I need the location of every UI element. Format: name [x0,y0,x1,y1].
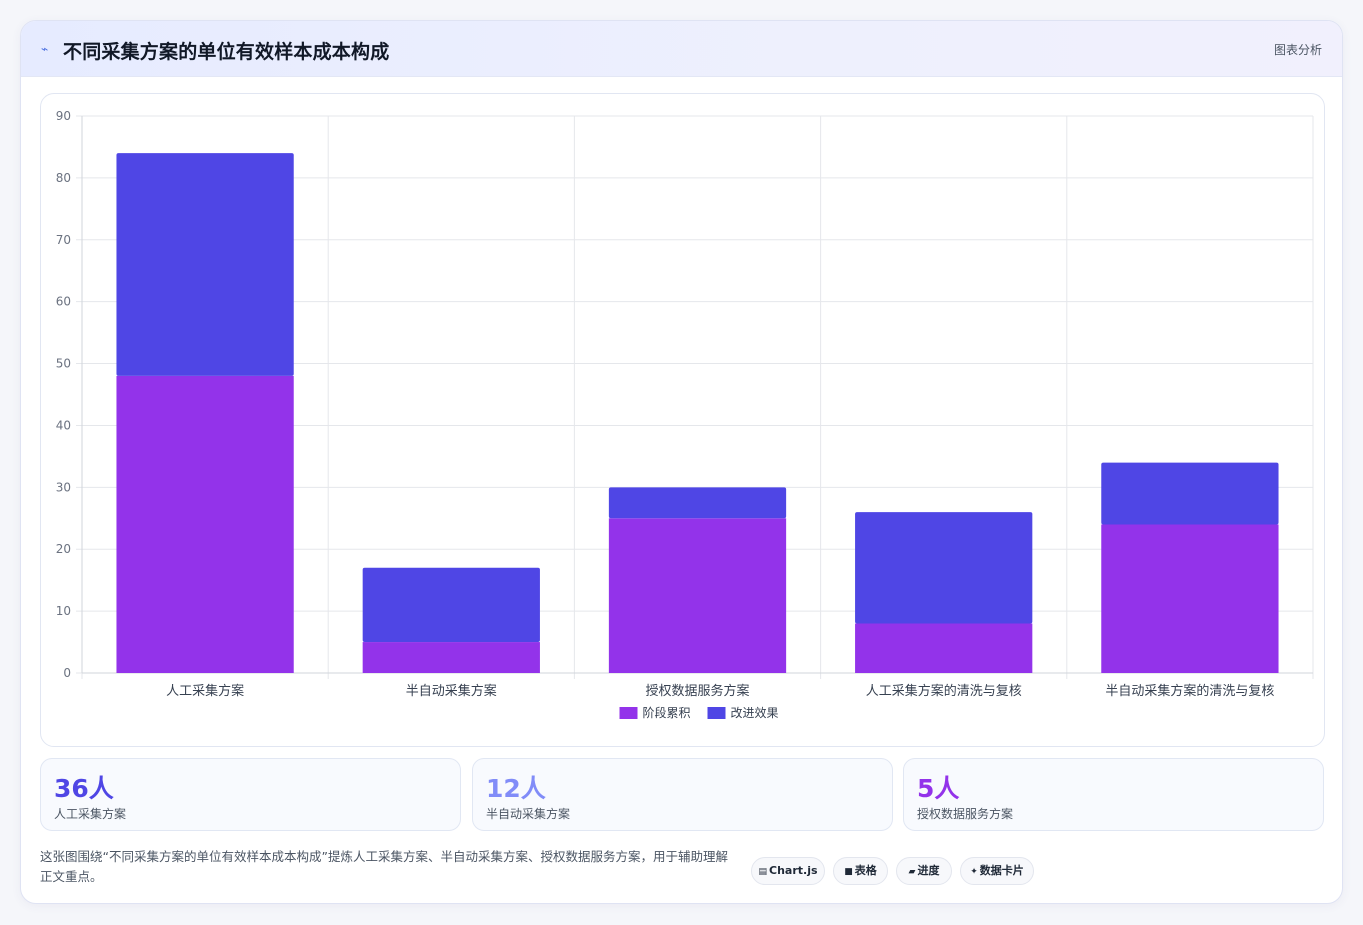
y-tick-label: 60 [56,295,71,309]
y-tick-label: 10 [56,604,71,618]
stat-cards: 36人 人工采集方案 12人 半自动采集方案 5人 授权数据服务方案 [40,758,1325,831]
stat-card: 12人 半自动采集方案 [472,758,893,831]
y-tick-label: 50 [56,357,71,371]
x-tick-label: 人工采集方案的清洗与复核 [866,683,1022,699]
legend-swatch [707,707,726,719]
bar [608,518,787,673]
stat-card: 36人 人工采集方案 [40,758,461,831]
bar [855,512,1033,624]
bar [1101,524,1279,673]
bar [116,153,294,376]
bar [116,375,294,673]
bar-chart: 0 10 20 30 40 50 60 70 80 90 人工采集方案 半自动采集方案 授权数据服务方案… [56,109,1314,720]
page-title: 不同采集方案的单位有效样本成本构成 [63,41,390,63]
y-tick-label: 30 [56,480,71,494]
stat-label: 半自动采集方案 [486,807,571,821]
chip-label: Chart.js [769,864,818,877]
stat-value: 12人 [486,774,546,803]
header-tag[interactable]: 图表分析 [1273,43,1322,57]
legend-label: 阶段累积 [643,705,691,720]
y-tick-label: 70 [56,233,71,247]
chip-label: 进度 [917,864,940,877]
chip-data-card[interactable]: ✦ 数据卡片 [960,857,1034,885]
sparkline-icon: ⌁ [41,42,49,56]
chip-chartjs[interactable]: ▤ Chart.js [751,857,825,885]
y-tick-label: 40 [56,418,71,432]
stat-card: 5人 授权数据服务方案 [903,758,1324,831]
stat-label: 人工采集方案 [54,807,127,821]
stat-label: 授权数据服务方案 [917,807,1014,821]
chip-label: 表格 [854,864,877,877]
table-icon: ■ [844,867,853,877]
legend-label: 改进效果 [731,705,779,720]
x-tick-label: 半自动采集方案 [406,683,497,699]
legend-swatch [619,707,638,719]
chart-icon: ▤ [758,867,767,877]
bar [362,642,540,673]
y-tick-label: 0 [63,666,71,680]
bar [855,623,1033,673]
progress-icon: ▰ [908,867,916,877]
x-tick-label: 人工采集方案 [166,683,244,699]
y-tick-label: 90 [56,109,71,123]
chart-note: 这张图围绕“不同采集方案的单位有效样本成本构成”提炼人工采集方案、半自动采集方案… [40,849,728,884]
stat-value: 36人 [54,774,114,803]
y-tick-label: 80 [56,171,71,185]
chip-progress[interactable]: ▰ 进度 [896,857,952,885]
stat-value: 5人 [917,774,960,803]
x-tick-label: 授权数据服务方案 [645,683,749,699]
chart-card: ⌁ 不同采集方案的单位有效样本成本构成 图表分析 0 10 20 30 40 50 60 70… [20,20,1343,904]
chip-table[interactable]: ■ 表格 [833,857,888,885]
chart-panel: 0 10 20 30 40 50 60 70 80 90 人工采集方案 半自动采集方案 授权数据服务方案… [40,93,1325,747]
chip-label: 数据卡片 [979,864,1024,877]
bar [1101,462,1279,525]
bar [608,487,787,519]
x-tick-label: 半自动采集方案的清洗与复核 [1105,683,1274,699]
y-tick-label: 20 [56,542,71,556]
card-header: ⌁ 不同采集方案的单位有效样本成本构成 图表分析 [21,21,1342,77]
bar [362,567,540,643]
card-icon: ✦ [970,867,978,877]
